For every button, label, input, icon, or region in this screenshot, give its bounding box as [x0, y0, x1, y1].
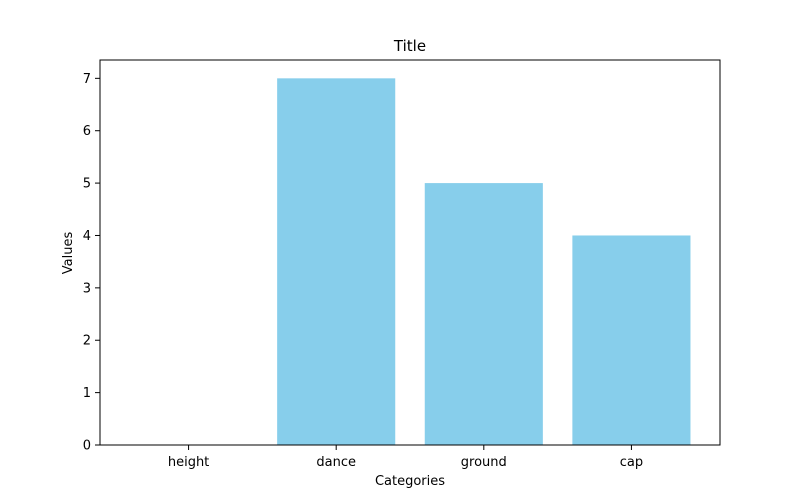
- x-tick-label: cap: [620, 455, 643, 470]
- bar-ground: [424, 183, 543, 445]
- y-axis-label: Values: [61, 232, 76, 275]
- x-tick-label: height: [168, 455, 209, 470]
- x-tick-label: dance: [316, 455, 356, 470]
- x-axis-label: Categories: [375, 474, 445, 489]
- y-tick-label: 1: [83, 386, 91, 401]
- y-tick-label: 2: [83, 334, 91, 349]
- y-tick-label: 3: [83, 281, 91, 296]
- y-tick-label: 6: [83, 124, 91, 139]
- bars-layer: [277, 78, 691, 445]
- x-axis-ticks: height dance ground cap: [168, 445, 643, 470]
- y-tick-label: 7: [83, 72, 91, 87]
- y-tick-label: 4: [83, 229, 91, 244]
- y-tick-label: 0: [83, 439, 91, 454]
- plot-frame: [99, 59, 721, 446]
- chart-title: Title: [393, 37, 426, 55]
- bar-cap: [572, 235, 691, 445]
- y-axis-ticks: 0 1 2 3 4 5 6 7: [83, 72, 100, 454]
- y-tick-label: 5: [83, 177, 91, 192]
- x-tick-label: ground: [461, 455, 507, 470]
- bar-dance: [277, 78, 396, 445]
